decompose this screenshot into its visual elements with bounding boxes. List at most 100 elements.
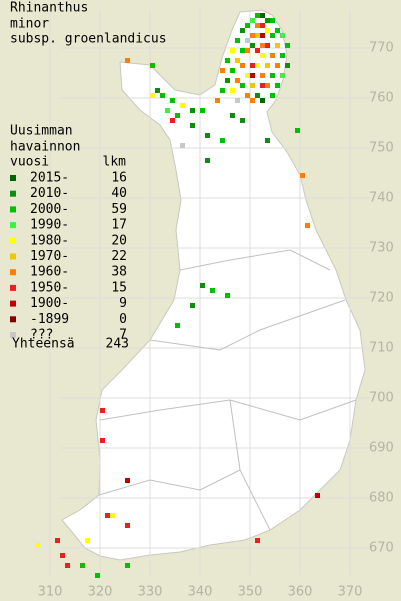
observation-square [85, 538, 90, 543]
y-tick-label: 750 [369, 141, 394, 156]
observation-square [260, 73, 265, 78]
y-tick-label: 670 [369, 541, 394, 556]
observation-square [250, 73, 255, 78]
legend-count: 0 [119, 312, 127, 327]
observation-square [155, 88, 160, 93]
total-label: Yhteensä [12, 337, 75, 352]
observation-square [265, 83, 270, 88]
legend-label: 1960- [30, 265, 69, 280]
x-tick-label: 310 [38, 585, 63, 600]
legend-label: -1899 [30, 312, 69, 327]
observation-square [240, 48, 245, 53]
observation-square [125, 478, 130, 483]
x-tick-label: 320 [88, 585, 113, 600]
observation-square [245, 93, 250, 98]
observation-square [180, 143, 185, 148]
x-tick-label: 360 [288, 585, 313, 600]
y-tick-label: 710 [369, 341, 394, 356]
observation-square [105, 513, 110, 518]
observation-square [125, 58, 130, 63]
observation-square [260, 83, 265, 88]
observation-square [235, 58, 240, 63]
legend-swatch [10, 237, 16, 244]
legend-swatch [10, 190, 16, 197]
observation-square [240, 83, 245, 88]
observation-square [245, 23, 250, 28]
observation-square [100, 438, 105, 443]
legend-heading: vuosi [10, 155, 49, 170]
observation-square [280, 53, 285, 58]
observation-square [280, 33, 285, 38]
observation-square [245, 48, 250, 53]
observation-square [225, 78, 230, 83]
observation-square [265, 63, 270, 68]
observation-square [200, 283, 205, 288]
legend-label: 1950- [30, 280, 69, 295]
observation-square [305, 223, 310, 228]
observation-square [275, 83, 280, 88]
observation-square [255, 13, 260, 18]
x-tick-label: 370 [338, 585, 363, 600]
observation-square [240, 118, 245, 123]
observation-square [255, 23, 260, 28]
observation-square [150, 93, 155, 98]
legend-heading: havainnon [10, 140, 80, 155]
finland-outline [61, 9, 366, 561]
legend-swatch [10, 222, 16, 229]
observation-square [250, 98, 255, 103]
legend-count: 15 [111, 280, 127, 295]
observation-square [255, 63, 260, 68]
observation-square [235, 98, 240, 103]
legend-label: 2000- [30, 202, 69, 217]
observation-square [255, 538, 260, 543]
legend-count: 16 [111, 171, 127, 186]
observation-square [275, 28, 280, 33]
legend-label: 2015- [30, 171, 69, 186]
observation-square [300, 173, 305, 178]
observations [35, 13, 320, 578]
observation-square [110, 513, 115, 518]
legend-count: 38 [111, 265, 127, 280]
y-tick-label: 700 [369, 391, 394, 406]
observation-square [275, 43, 280, 48]
observation-square [260, 43, 265, 48]
legend-count: 59 [111, 202, 127, 217]
legend-swatch [10, 269, 16, 276]
observation-square [170, 118, 175, 123]
observation-square [295, 128, 300, 133]
legend-count: 20 [111, 233, 127, 248]
grid [49, 10, 370, 575]
observation-square [170, 98, 175, 103]
total: 243 [106, 337, 129, 352]
observation-square [175, 323, 180, 328]
observation-square [250, 43, 255, 48]
legend-swatch [10, 206, 16, 213]
observation-square [250, 18, 255, 23]
observation-square [265, 43, 270, 48]
observation-square [35, 543, 40, 548]
observation-square [315, 493, 320, 498]
legend-heading: Uusimman [10, 124, 73, 139]
observation-square [165, 108, 170, 113]
legend-label: 2010- [30, 186, 69, 201]
observation-square [285, 43, 290, 48]
observation-square [270, 33, 275, 38]
observation-square [255, 33, 260, 38]
y-tick-label: 680 [369, 491, 394, 506]
legend-swatch [10, 175, 16, 181]
observation-square [160, 93, 165, 98]
observation-square [220, 68, 225, 73]
legend-count: 22 [111, 249, 127, 264]
legend-swatch [10, 284, 16, 291]
observation-square [210, 288, 215, 293]
observation-square [55, 538, 60, 543]
observation-square [260, 13, 265, 18]
legend-swatch [10, 332, 16, 338]
observation-square [180, 103, 185, 108]
legend-swatch [10, 253, 16, 260]
x-tick-label: 340 [188, 585, 213, 600]
observation-square [200, 108, 205, 113]
observation-square [250, 83, 255, 88]
